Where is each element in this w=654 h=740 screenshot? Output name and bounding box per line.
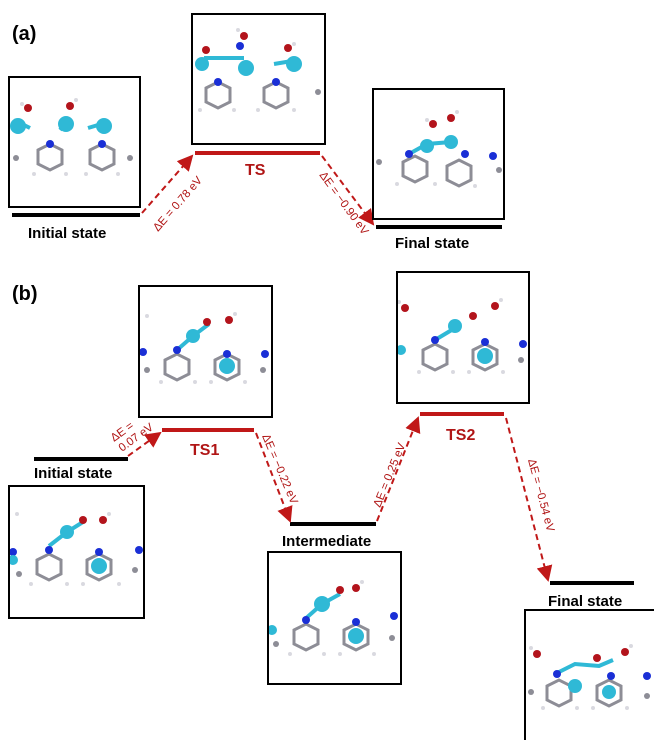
- ts-structure: [191, 13, 326, 145]
- arrow-intermediate-to-ts2: [376, 416, 421, 522]
- ts1-label: TS1: [190, 442, 219, 459]
- panel-b-label: (b): [12, 283, 38, 305]
- b-initial-label: Initial state: [34, 465, 112, 482]
- final-state-structure: [372, 88, 505, 220]
- de3-label: ΔE = 0.25 eV: [372, 441, 409, 509]
- de4-label: ΔE = −0.54 eV: [525, 458, 556, 534]
- ts-molecule: [195, 28, 321, 112]
- de-up-label-a: ΔE = 0.78 eV: [151, 174, 205, 234]
- initial-state-label: Initial state: [28, 225, 106, 242]
- b-final-structure: [524, 609, 654, 740]
- ts1-molecule: [140, 312, 269, 384]
- up-arrow-a: [141, 154, 194, 214]
- arrow-ts2-to-final: [505, 417, 553, 582]
- initial-state-molecule: [10, 98, 133, 176]
- intermediate-structure: [267, 551, 402, 685]
- ts1-structure: [138, 285, 273, 418]
- final-state-molecule: [376, 110, 502, 188]
- de2-label: ΔE = −0.22 eV: [259, 432, 299, 506]
- down-arrow-a: [321, 155, 375, 226]
- final-state-label: Final state: [395, 235, 469, 252]
- arrow-initial-to-ts1: [127, 431, 162, 457]
- b-final-label: Final state: [548, 593, 622, 610]
- ts2-structure: [396, 271, 530, 404]
- ts2-label: TS2: [446, 427, 475, 444]
- ts2-molecule: [398, 298, 527, 374]
- initial-state-structure: [8, 76, 141, 208]
- b-final-molecule: [528, 644, 651, 710]
- intermediate-molecule: [269, 580, 398, 656]
- ts-label: TS: [245, 162, 266, 179]
- arrow-ts1-to-intermediate: [255, 432, 293, 523]
- b-initial-structure: [8, 485, 145, 619]
- de-down-label-a: ΔE = −0.90 eV: [317, 170, 371, 238]
- panel-a-label: (a): [12, 23, 36, 45]
- intermediate-label: Intermediate: [282, 533, 371, 550]
- b-initial-molecule: [10, 512, 143, 586]
